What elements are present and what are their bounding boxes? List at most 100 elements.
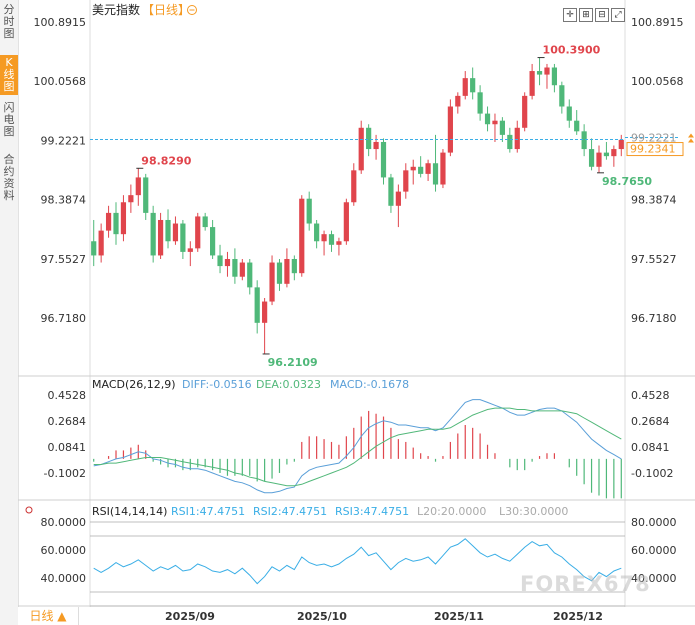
candle — [522, 95, 528, 128]
price-annotation: 98.7650 — [602, 175, 652, 188]
candle — [336, 241, 342, 245]
candle — [395, 191, 401, 206]
current-price-badge — [626, 142, 684, 157]
candle — [276, 262, 283, 284]
candle — [440, 152, 446, 185]
macd-tick-left: 0.0841 — [48, 441, 87, 454]
rsi-legend-item: L20:20.0000 — [417, 505, 486, 518]
candle — [284, 258, 290, 284]
price-tick-left: 98.3874 — [41, 194, 87, 207]
price-tick-right: 96.7180 — [631, 312, 677, 325]
candle — [224, 258, 231, 267]
sidebar-tab-0[interactable]: 分时图 — [3, 3, 15, 40]
macd-legend-item: MACD:-0.1678 — [330, 378, 409, 391]
price-annotation: 98.8290 — [141, 154, 191, 167]
candle — [544, 67, 550, 75]
x-tick-label: 2025/11 — [434, 610, 484, 623]
candle — [373, 141, 379, 150]
candle — [150, 212, 156, 256]
rsi-tick-left: 60.0000 — [41, 544, 87, 557]
candle — [484, 113, 491, 125]
macd-tick-right: -0.1002 — [631, 467, 673, 480]
rsi-legend-item: RSI2:47.4751 — [253, 505, 327, 518]
candle — [529, 71, 535, 96]
candle — [113, 212, 119, 235]
candle — [328, 234, 335, 245]
price-tick-right: 100.0568 — [631, 75, 684, 88]
candles — [91, 57, 624, 355]
price-annotation: 96.2109 — [268, 356, 318, 369]
candle — [447, 106, 453, 153]
candle — [217, 255, 223, 267]
price-tick-right: 98.3874 — [631, 194, 677, 207]
zoom-out-icon[interactable]: ⊟ — [595, 8, 609, 22]
candle — [499, 120, 505, 135]
rsi-tick-left: 40.0000 — [41, 572, 87, 585]
rsi-legend-item: L30:30.0000 — [499, 505, 568, 518]
candle — [172, 223, 179, 242]
macd-tick-left: 0.4528 — [48, 389, 87, 402]
candle — [291, 258, 297, 274]
candle — [232, 258, 238, 277]
candle — [128, 195, 134, 203]
candle — [581, 131, 587, 150]
candle — [588, 149, 595, 167]
candle — [165, 219, 171, 242]
candle — [551, 67, 558, 86]
candle — [425, 163, 431, 174]
macd-tick-left: 0.2684 — [48, 415, 87, 428]
rsi-legend-item: RSI3:47.4751 — [335, 505, 409, 518]
dea-line — [93, 407, 622, 487]
candle — [180, 223, 186, 252]
candle — [210, 227, 216, 256]
expand-icon[interactable]: ⤢ — [611, 8, 625, 22]
candle — [492, 120, 498, 125]
toolbar: ✛ ⊞ ⊟ ⤢ — [563, 2, 627, 22]
candle — [351, 170, 357, 203]
candle — [366, 127, 372, 150]
candle — [514, 127, 520, 150]
candle — [321, 234, 327, 242]
candle — [306, 198, 312, 224]
candle — [477, 92, 483, 114]
macd-tick-right: 0.2684 — [631, 415, 670, 428]
rsi-line — [93, 538, 622, 585]
candle — [120, 202, 127, 235]
macd-tick-right: 0.0841 — [631, 441, 670, 454]
rsi-tick-left: 80.0000 — [41, 516, 87, 529]
candle — [611, 149, 617, 157]
candle — [403, 170, 409, 192]
rsi-tick-right: 40.0000 — [631, 572, 677, 585]
period-tab-daily[interactable]: 日线 ▲ — [18, 607, 79, 625]
crosshair-icon[interactable]: ✛ — [563, 8, 577, 22]
candle — [143, 177, 149, 213]
candle — [462, 78, 468, 96]
price-tick-left: 96.7180 — [41, 312, 87, 325]
zoom-in-icon[interactable]: ⊞ — [579, 8, 593, 22]
chart-title: 美元指数 — [92, 2, 140, 17]
candle — [254, 287, 260, 323]
candle — [262, 301, 268, 323]
watermark-logo: FOREX678 — [520, 572, 651, 596]
price-tick-right: 100.8915 — [631, 16, 684, 29]
minus-circle-icon — [187, 5, 197, 15]
candle — [410, 166, 416, 171]
candle — [418, 166, 424, 174]
price-tick-left: 99.2221 — [41, 134, 87, 147]
candle — [536, 71, 543, 75]
candle — [343, 202, 349, 242]
diff-line — [93, 399, 622, 494]
candle — [202, 216, 208, 228]
candle — [135, 177, 141, 196]
price-annotation: 100.3900 — [543, 44, 601, 57]
price-tick-right: 97.5527 — [631, 253, 677, 266]
period-label: 【日线】 — [142, 3, 190, 17]
x-tick-label: 2025/12 — [553, 610, 603, 623]
candle — [596, 152, 602, 167]
sidebar-tab-2[interactable]: 闪电图 — [3, 101, 15, 138]
price-tick-left: 100.0568 — [34, 75, 87, 88]
sidebar-tab-3[interactable]: 合约资料 — [3, 153, 15, 202]
